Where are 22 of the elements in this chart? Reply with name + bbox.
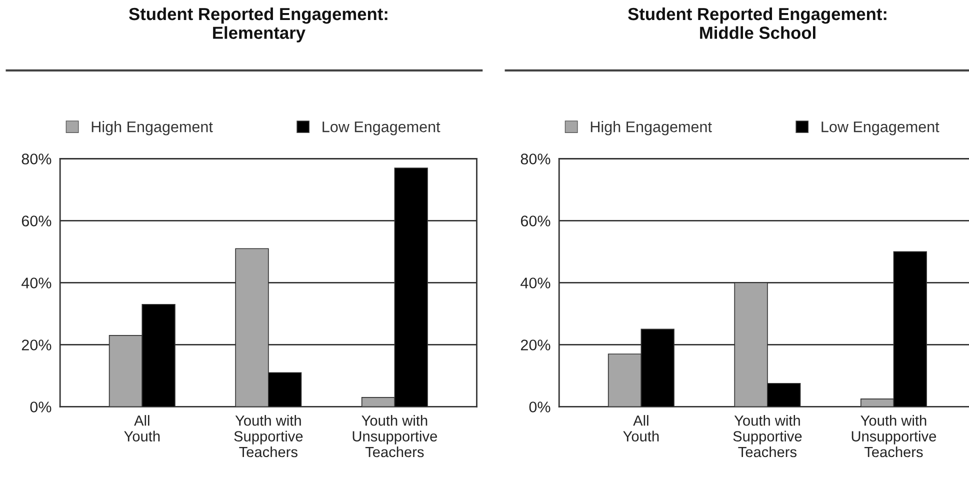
y-tick-label: 80%	[22, 154, 52, 164]
y-tick-label: 40%	[22, 278, 52, 288]
y-tick-label: 40%	[520, 278, 550, 288]
x-tick-label: Youth with Unsupportive Teachers	[852, 415, 936, 458]
y-tick-label: 0%	[529, 402, 550, 412]
y-tick-label: 60%	[22, 216, 52, 226]
legend-label: Low Engagement	[822, 122, 940, 136]
y-tick-label: 60%	[520, 216, 550, 226]
legend-label: High Engagement	[590, 121, 712, 136]
x-tick-label: All Youth	[623, 415, 659, 442]
x-tick-label: All Youth	[124, 415, 160, 442]
y-tick-label: 20%	[520, 340, 550, 350]
y-tick-label: 20%	[22, 340, 52, 350]
y-tick-label: 0%	[30, 402, 52, 412]
chart-title: Student Reported Engagement: Middle School	[628, 7, 886, 39]
y-tick-label: 80%	[520, 154, 550, 164]
x-tick-label: Youth with Unsupportive Teachers	[352, 415, 437, 458]
legend-label: Low Engagement	[322, 122, 440, 136]
chart-title: Student Reported Engagement: Elementary	[129, 7, 388, 42]
legend-label: High Engagement	[92, 121, 213, 136]
x-tick-label: Youth with Supportive Teachers	[733, 415, 802, 458]
x-tick-label: Youth with Supportive Teachers	[234, 415, 303, 458]
